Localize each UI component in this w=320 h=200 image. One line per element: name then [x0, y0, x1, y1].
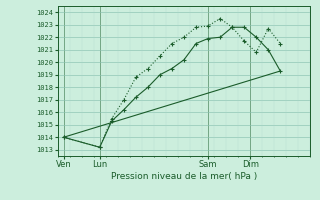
X-axis label: Pression niveau de la mer( hPa ): Pression niveau de la mer( hPa ) [111, 172, 257, 181]
